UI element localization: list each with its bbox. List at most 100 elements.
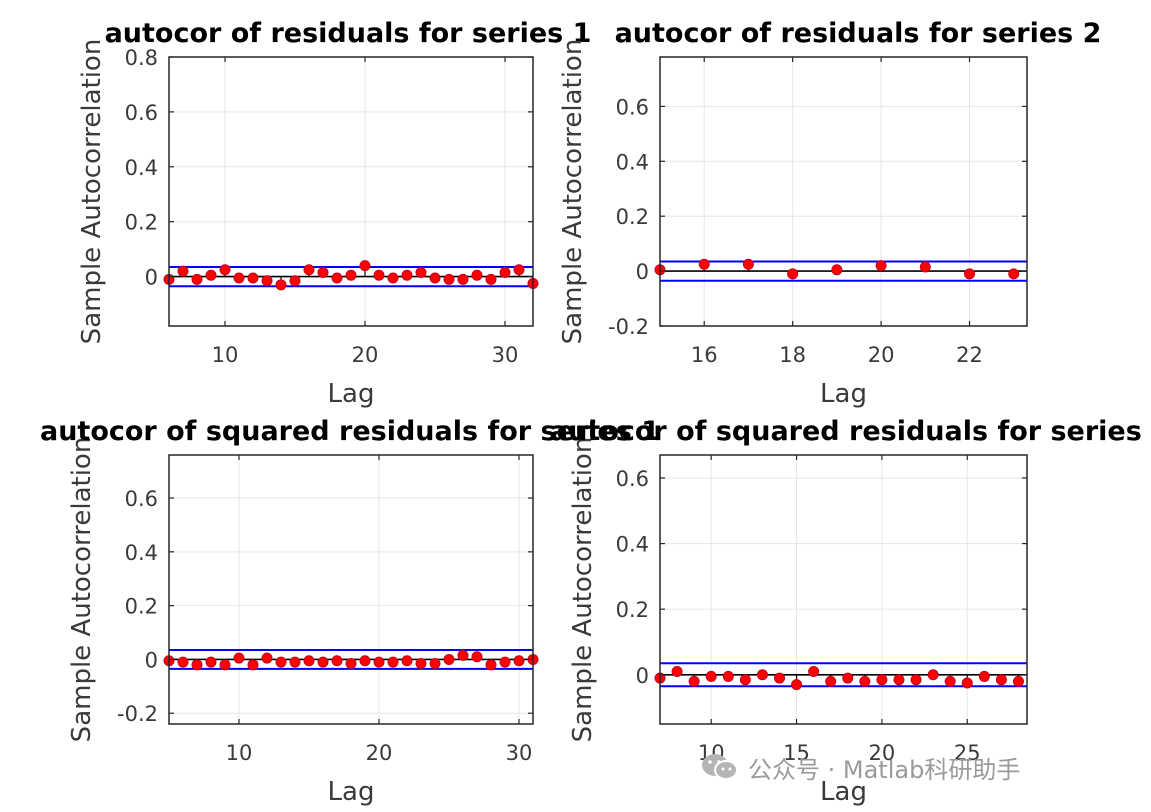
data-point [722, 670, 734, 682]
data-point [429, 272, 441, 284]
x-tick-label: 20 [869, 741, 896, 765]
y-tick-label: 0 [636, 260, 649, 284]
data-point [671, 666, 683, 678]
data-point [499, 656, 511, 668]
data-point [233, 652, 245, 664]
plot-area [660, 57, 1027, 326]
data-point [219, 264, 231, 276]
data-point [387, 656, 399, 668]
y-tick-label: 0.4 [616, 533, 649, 557]
x-axis-label: Lag [820, 379, 867, 409]
y-tick-label: 0.6 [616, 95, 649, 119]
x-tick-label: 30 [492, 343, 519, 367]
y-tick-label: 0 [636, 664, 649, 688]
data-point [443, 653, 455, 665]
y-tick-label: 0 [145, 266, 158, 290]
y-tick-label: 0.6 [125, 487, 158, 511]
data-point [787, 268, 799, 280]
data-point [698, 258, 710, 270]
data-point [927, 669, 939, 681]
axes-box [659, 56, 1028, 327]
data-point [978, 670, 990, 682]
data-point [261, 275, 273, 287]
data-point [359, 655, 371, 667]
x-tick-label: 16 [691, 343, 718, 367]
wechat-icon [702, 754, 738, 780]
y-axis-label: Sample Autocorrelation [77, 39, 107, 345]
data-point [429, 657, 441, 669]
data-point [247, 272, 259, 284]
subplot-squared-residuals-series-1: 10 20 30 -0.2 0 0.2 0.4 0.6 Lag Sample Autocorrel… [40, 416, 660, 807]
y-tick-label: 0.6 [616, 467, 649, 491]
data-point [219, 659, 231, 671]
y-tick-label: 0.8 [125, 46, 158, 70]
data-point [191, 659, 203, 671]
data-point [177, 656, 189, 668]
data-point [387, 272, 399, 284]
x-tick-label: 30 [506, 741, 533, 765]
plot-area [169, 57, 533, 326]
data-point [275, 656, 287, 668]
axes-box [168, 454, 534, 725]
y-axis-label: Sample Autocorrelation [67, 437, 97, 743]
data-point [373, 269, 385, 281]
data-point [842, 672, 854, 684]
data-point [205, 269, 217, 281]
x-tick-label: 10 [212, 343, 239, 367]
data-point [415, 657, 427, 669]
data-point [825, 675, 837, 687]
y-tick-label: 0.4 [125, 541, 158, 565]
data-point [739, 674, 751, 686]
axes-box [659, 454, 1028, 725]
data-point [443, 273, 455, 285]
y-axis-label: Sample Autocorrelation [568, 437, 598, 743]
data-point [875, 260, 887, 272]
data-point [910, 674, 922, 686]
x-tick-label: 10 [226, 741, 253, 765]
data-point [233, 272, 245, 284]
x-tick-label: 20 [868, 343, 895, 367]
data-point [457, 273, 469, 285]
data-point [808, 666, 820, 678]
data-point [995, 674, 1007, 686]
data-point [513, 264, 525, 276]
data-point [791, 679, 803, 691]
data-point [303, 264, 315, 276]
x-tick-label: 22 [956, 343, 983, 367]
watermark: 公众号 · Matlab科研助手 [700, 750, 1020, 784]
data-point [331, 655, 343, 667]
data-point [944, 675, 956, 687]
data-point [513, 655, 525, 667]
y-tick-label: -0.2 [608, 315, 649, 339]
data-point [499, 266, 511, 278]
y-tick-label: 0.2 [125, 595, 158, 619]
subplot-residuals-series-2: 16 18 20 22 -0.2 0 0.2 0.4 0.6 Lag Sample Autocorr… [558, 18, 1101, 409]
data-point [345, 269, 357, 281]
y-tick-label: 0 [145, 648, 158, 672]
data-point [961, 677, 973, 689]
y-tick-label: 0.4 [125, 156, 158, 180]
axes-box [168, 56, 534, 327]
y-tick-label: -0.2 [117, 702, 158, 726]
data-point [289, 275, 301, 287]
chart-title: autocor of squared residuals for series … [550, 416, 1151, 447]
data-point [831, 264, 843, 276]
watermark-text: 公众号 · Matlab科研助手 [748, 755, 1021, 784]
data-point [415, 266, 427, 278]
data-point [742, 258, 754, 270]
data-point [289, 656, 301, 668]
subplot-residuals-series-1: 10 20 30 0 0.2 0.4 0.6 0.8 Lag Sample Autocorrela… [77, 18, 591, 409]
data-point [485, 659, 497, 671]
x-tick-label: 25 [954, 741, 981, 765]
data-point [317, 266, 329, 278]
y-tick-label: 0.2 [616, 598, 649, 622]
data-point [1008, 268, 1020, 280]
data-point [303, 655, 315, 667]
x-tick-label: 15 [783, 741, 810, 765]
data-point [205, 656, 217, 668]
data-point [457, 649, 469, 661]
data-point [191, 273, 203, 285]
chart-title: autocor of squared residuals for series … [40, 416, 660, 447]
plot-area [169, 455, 533, 724]
data-point [773, 672, 785, 684]
